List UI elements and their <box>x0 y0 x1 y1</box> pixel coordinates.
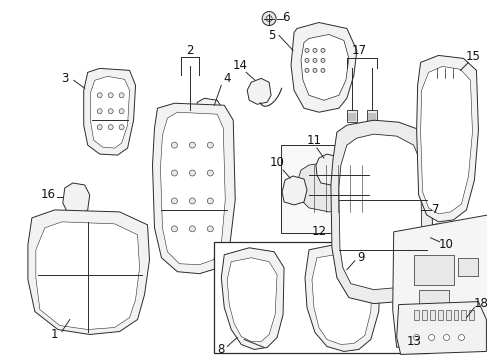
Bar <box>281 145 415 233</box>
Circle shape <box>189 226 195 232</box>
Circle shape <box>171 226 177 232</box>
Polygon shape <box>296 162 376 212</box>
Circle shape <box>312 49 316 53</box>
Polygon shape <box>305 244 380 351</box>
Circle shape <box>171 170 177 176</box>
Circle shape <box>207 198 213 204</box>
Circle shape <box>305 58 308 62</box>
Circle shape <box>97 109 102 114</box>
Polygon shape <box>315 154 338 185</box>
Text: 16: 16 <box>41 188 55 202</box>
Polygon shape <box>152 103 235 274</box>
Text: 12: 12 <box>311 225 326 238</box>
Polygon shape <box>62 183 89 215</box>
Polygon shape <box>338 134 421 290</box>
Bar <box>458 258 477 276</box>
Circle shape <box>458 334 464 341</box>
Circle shape <box>171 142 177 148</box>
Text: 4: 4 <box>223 72 230 85</box>
Polygon shape <box>160 112 225 265</box>
Circle shape <box>320 68 324 72</box>
Polygon shape <box>36 222 139 329</box>
Bar <box>468 310 473 320</box>
Polygon shape <box>311 254 372 345</box>
Text: 14: 14 <box>232 59 247 72</box>
Text: 3: 3 <box>61 72 68 85</box>
Polygon shape <box>301 35 348 100</box>
Circle shape <box>443 334 448 341</box>
Circle shape <box>119 125 124 130</box>
Circle shape <box>119 109 124 114</box>
Circle shape <box>207 226 213 232</box>
Circle shape <box>312 68 316 72</box>
Text: 1: 1 <box>51 328 59 341</box>
Text: 6: 6 <box>282 11 289 24</box>
Text: 5: 5 <box>268 29 275 42</box>
Polygon shape <box>227 258 277 342</box>
Bar <box>429 310 434 320</box>
Circle shape <box>312 58 316 62</box>
Circle shape <box>97 93 102 98</box>
Bar <box>445 310 449 320</box>
Circle shape <box>305 49 308 53</box>
Bar <box>413 255 452 285</box>
Circle shape <box>171 198 177 204</box>
Circle shape <box>108 109 113 114</box>
Text: 10: 10 <box>438 238 453 251</box>
Polygon shape <box>396 302 486 355</box>
Polygon shape <box>282 176 306 205</box>
Bar <box>461 310 466 320</box>
Polygon shape <box>28 210 149 334</box>
Text: 2: 2 <box>185 44 193 57</box>
Polygon shape <box>221 248 284 350</box>
Polygon shape <box>290 23 356 112</box>
Text: 10: 10 <box>269 156 284 168</box>
Polygon shape <box>346 110 356 122</box>
Circle shape <box>305 68 308 72</box>
Circle shape <box>189 170 195 176</box>
Circle shape <box>119 93 124 98</box>
Circle shape <box>189 142 195 148</box>
Bar <box>418 290 447 310</box>
Circle shape <box>262 12 276 26</box>
Text: 18: 18 <box>473 297 488 310</box>
Circle shape <box>108 93 113 98</box>
Polygon shape <box>420 66 471 214</box>
Text: 11: 11 <box>306 134 321 147</box>
Polygon shape <box>366 110 376 122</box>
Circle shape <box>189 198 195 204</box>
Polygon shape <box>392 215 488 347</box>
Text: 9: 9 <box>356 251 364 264</box>
Text: 13: 13 <box>406 335 420 348</box>
Polygon shape <box>416 55 477 222</box>
Text: 17: 17 <box>350 44 366 57</box>
Circle shape <box>207 142 213 148</box>
Polygon shape <box>330 120 432 303</box>
Polygon shape <box>195 98 223 142</box>
Circle shape <box>108 125 113 130</box>
Polygon shape <box>247 78 270 104</box>
Polygon shape <box>90 76 129 148</box>
Polygon shape <box>83 68 135 155</box>
Circle shape <box>427 334 434 341</box>
Text: 7: 7 <box>431 203 438 216</box>
Circle shape <box>97 125 102 130</box>
Text: 15: 15 <box>465 50 480 63</box>
Circle shape <box>207 170 213 176</box>
Text: 8: 8 <box>217 343 224 356</box>
Bar <box>214 242 427 354</box>
Circle shape <box>320 49 324 53</box>
Bar <box>452 310 458 320</box>
Polygon shape <box>424 224 449 254</box>
Bar <box>413 310 418 320</box>
Bar <box>437 310 442 320</box>
Circle shape <box>413 334 419 341</box>
Circle shape <box>320 58 324 62</box>
Bar <box>421 310 426 320</box>
